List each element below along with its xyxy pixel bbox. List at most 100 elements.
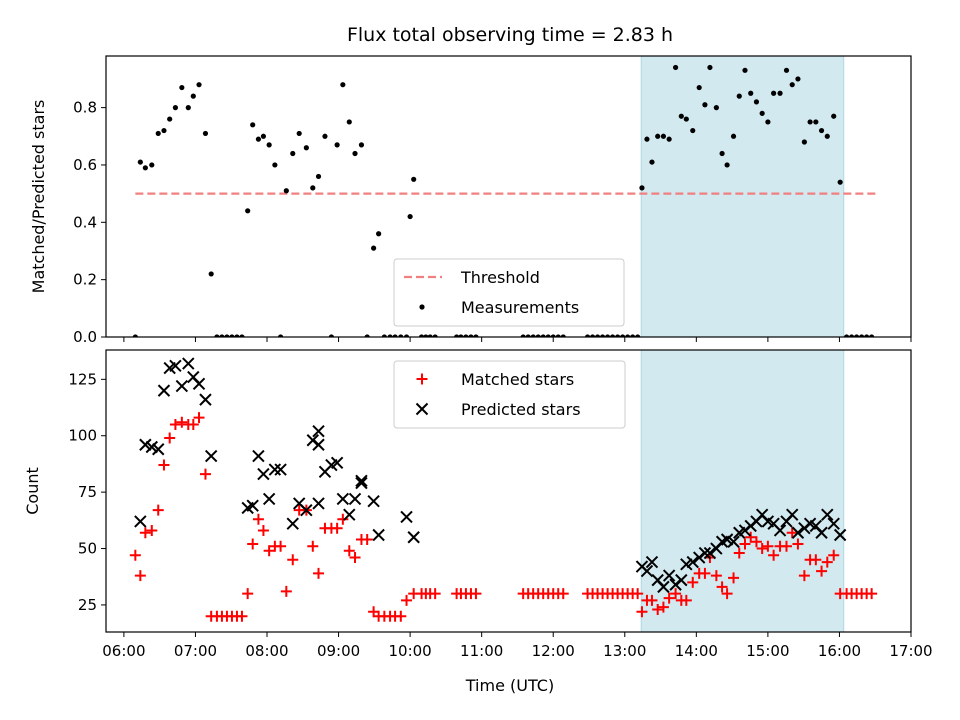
matched-star-point <box>728 572 740 584</box>
matched-star-point <box>287 554 299 566</box>
measurement-point <box>155 130 161 137</box>
legend-label: Matched stars <box>461 370 574 389</box>
matched-star-point <box>866 588 878 600</box>
measurement-point <box>132 334 138 337</box>
measurement-point <box>649 159 655 165</box>
measurement-point <box>315 173 322 180</box>
matched-star-point <box>193 412 205 424</box>
matched-star-point <box>349 552 361 564</box>
measurement-point <box>837 179 843 185</box>
x-tick-label: 08:00 <box>245 642 288 660</box>
predicted-star-point <box>703 546 717 560</box>
measurement-point <box>702 102 708 108</box>
measurement-point <box>185 105 191 111</box>
matched-star-point <box>687 576 699 588</box>
measurement-point <box>672 64 679 71</box>
measurement-point <box>172 105 179 111</box>
matched-star-point <box>134 570 146 582</box>
measurement-point <box>142 165 148 171</box>
plot-area <box>132 64 879 337</box>
predicted-star-point <box>675 573 688 587</box>
matched-star-point <box>470 588 482 600</box>
measurement-point <box>214 334 220 337</box>
measurement-point <box>161 127 167 134</box>
measurement-point <box>535 334 541 337</box>
measurement-point <box>423 334 429 337</box>
measurement-point <box>584 334 591 337</box>
measurement-point <box>813 119 819 125</box>
measurement-point <box>346 119 352 125</box>
x-tick-label: 13:00 <box>603 642 646 660</box>
matched-star-point <box>252 513 264 525</box>
measurement-point <box>818 127 825 134</box>
predicted-star-point <box>199 393 212 406</box>
x-tick-label: 06:00 <box>102 642 145 660</box>
measurement-point <box>777 90 783 96</box>
measurement-point <box>245 208 251 214</box>
measurement-point <box>202 130 209 137</box>
predicted-star-point <box>262 492 276 506</box>
series-matched-stars <box>129 412 878 622</box>
predicted-star-point <box>257 467 270 481</box>
matched-star-point <box>313 567 325 579</box>
measurement-point <box>303 145 309 151</box>
measurement-point <box>427 334 433 337</box>
measurement-point <box>683 116 689 122</box>
legend-box <box>393 258 625 327</box>
x-tick-label: 12:00 <box>532 642 575 660</box>
measurement-point <box>545 334 551 337</box>
matched-star-point <box>337 513 349 525</box>
measurement-point <box>719 150 725 157</box>
y-tick-label: 0.2 <box>73 271 97 289</box>
matched-star-point <box>343 545 355 557</box>
measurement-point <box>454 334 460 337</box>
measurement-point <box>594 334 601 337</box>
predicted-star-point <box>252 449 265 463</box>
x-tick-label: 10:00 <box>388 642 431 660</box>
measurement-point <box>742 67 748 73</box>
measurement-point <box>266 142 272 148</box>
measurement-point <box>707 64 713 71</box>
measurement-point <box>540 334 546 337</box>
measurement-point <box>625 334 631 337</box>
predicted-star-point <box>662 569 676 582</box>
predicted-star-point <box>657 580 670 594</box>
series-predicted-stars <box>134 357 847 594</box>
predicted-star-point <box>312 438 325 451</box>
axes-frame <box>105 55 912 338</box>
predicted-star-point <box>645 555 659 569</box>
predicted-star-point <box>343 508 356 521</box>
predicted-star-point <box>182 357 195 370</box>
measurement-point <box>352 150 358 157</box>
measurement-point <box>149 162 155 168</box>
predicted-star-point <box>152 443 165 456</box>
y-tick-label: 0.8 <box>73 99 97 117</box>
measurement-point <box>639 185 645 191</box>
measurement-point <box>310 185 316 191</box>
matched-star-point <box>129 549 141 561</box>
measurement-point <box>179 84 185 91</box>
measurement-point <box>730 133 737 139</box>
measurement-point <box>849 334 855 337</box>
measurement-point <box>696 84 702 91</box>
bottom-panel-count-plot: 06:00 07:00 08:00 09:00 10:00 11:00 12:00 13:00… <box>23 349 933 660</box>
matched-star-point <box>158 459 170 471</box>
predicted-star-point <box>372 528 385 542</box>
matched-star-point <box>756 543 768 555</box>
legend-predicted-swatch <box>415 402 429 416</box>
measurement-point <box>753 99 760 105</box>
x-tick-label: 15:00 <box>746 642 789 660</box>
measurement-point <box>190 93 196 99</box>
matched-star-point <box>632 588 644 600</box>
matched-star-point <box>176 416 188 428</box>
matched-star-point <box>242 588 254 600</box>
measurement-point <box>724 162 730 168</box>
y-tick-label: 50 <box>78 540 97 558</box>
measurement-point <box>589 334 596 337</box>
axes-frame <box>105 349 912 633</box>
y-axis-label: Matched/Predicted stars <box>29 100 48 294</box>
measurement-point <box>364 334 370 337</box>
matched-star-point <box>657 601 669 613</box>
y-tick-label: 125 <box>68 370 97 388</box>
legend-matched-swatch <box>416 373 428 385</box>
